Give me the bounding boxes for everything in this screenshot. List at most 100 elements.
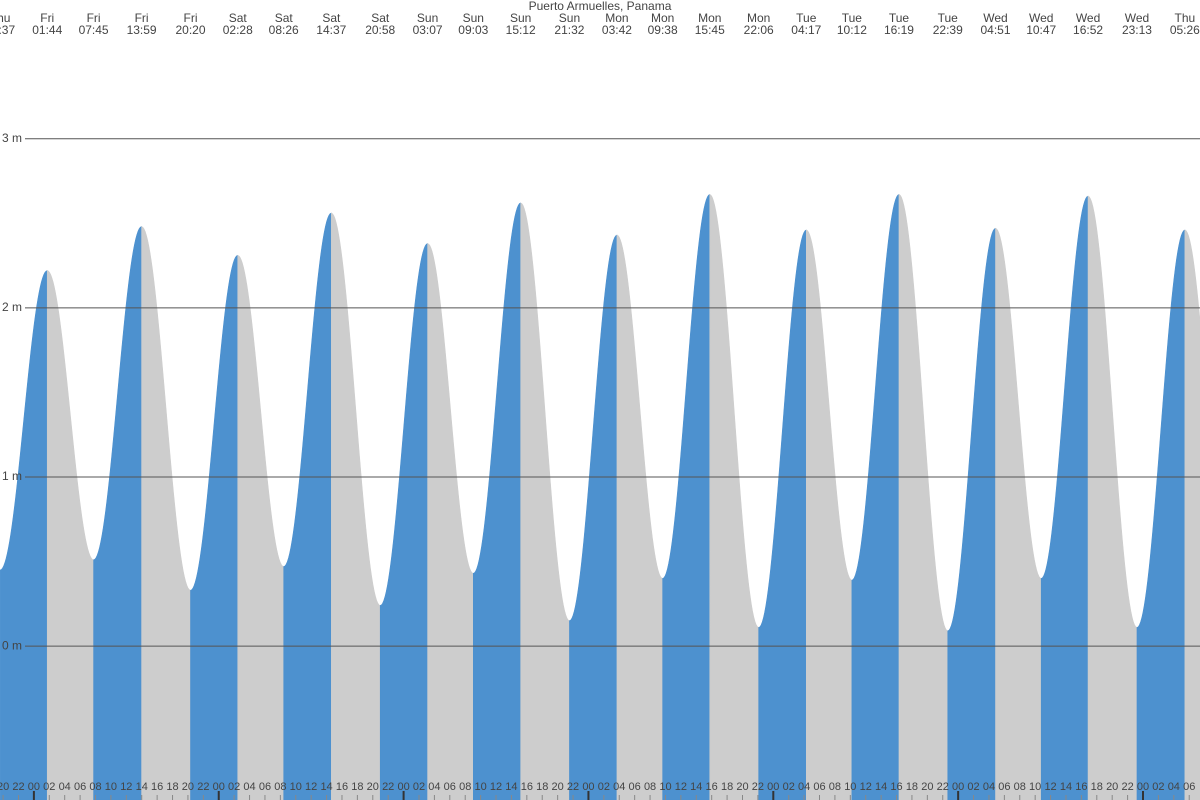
x-tick-label: 22 xyxy=(197,781,209,793)
tide-segment xyxy=(709,193,759,800)
x-tick-label: 10 xyxy=(1029,781,1041,793)
x-tick-label: 14 xyxy=(136,781,148,793)
extreme-day: Sat xyxy=(275,11,294,25)
tide-segment xyxy=(237,254,284,800)
x-tick-label: 08 xyxy=(644,781,656,793)
extreme-day: Wed xyxy=(983,11,1007,25)
extreme-day: Tue xyxy=(938,11,959,25)
extreme-day: Thu xyxy=(1175,11,1196,25)
tide-segment xyxy=(473,202,521,800)
extreme-day: Mon xyxy=(747,11,770,25)
x-tick-label: 10 xyxy=(290,781,302,793)
x-tick-label: 06 xyxy=(998,781,1010,793)
extreme-day: Mon xyxy=(698,11,721,25)
extreme-day: Fri xyxy=(184,11,198,25)
x-tick-label: 12 xyxy=(1044,781,1056,793)
extreme-day: Thu xyxy=(0,11,10,25)
extreme-time: 05:26 xyxy=(1170,23,1200,37)
extreme-day: Sat xyxy=(322,11,341,25)
x-tick-label: 18 xyxy=(536,781,548,793)
x-tick-label: 08 xyxy=(1014,781,1026,793)
tide-segment xyxy=(898,193,949,800)
x-tick-label: 10 xyxy=(844,781,856,793)
x-tick-label: 22 xyxy=(1121,781,1133,793)
extreme-day: Sat xyxy=(371,11,390,25)
extreme-day: Sun xyxy=(510,11,531,25)
x-tick-label: 16 xyxy=(890,781,902,793)
tide-segment xyxy=(662,194,711,800)
x-tick-label: 20 xyxy=(1106,781,1118,793)
extreme-day: Sun xyxy=(559,11,580,25)
tide-segment xyxy=(1136,229,1186,800)
x-tick-label: 22 xyxy=(937,781,949,793)
y-tick-label: 3 m xyxy=(2,131,22,145)
x-tick-label: 14 xyxy=(320,781,332,793)
tide-segment xyxy=(93,226,142,800)
extreme-time: 16:19 xyxy=(884,23,914,37)
extreme-time: 22:39 xyxy=(933,23,963,37)
extreme-day: Tue xyxy=(796,11,817,25)
x-tick-label: 16 xyxy=(521,781,533,793)
extreme-day: Mon xyxy=(605,11,628,25)
x-tick-label: 22 xyxy=(12,781,24,793)
extreme-time: 20:58 xyxy=(365,23,395,37)
tide-segment xyxy=(805,229,853,800)
x-tick-label: 02 xyxy=(43,781,55,793)
x-tick-label: 20 xyxy=(0,781,9,793)
extreme-time: 14:37 xyxy=(316,23,346,37)
extreme-day: Fri xyxy=(40,11,54,25)
tide-segment xyxy=(190,254,239,800)
x-tick-label: 12 xyxy=(490,781,502,793)
x-tick-label: 12 xyxy=(675,781,687,793)
x-tick-label: 10 xyxy=(105,781,117,793)
x-tick-label: 02 xyxy=(1152,781,1164,793)
x-tick-label: 06 xyxy=(629,781,641,793)
x-tick-label: 18 xyxy=(1091,781,1103,793)
x-tick-label: 20 xyxy=(182,781,194,793)
tide-segment xyxy=(0,270,48,800)
x-tick-label: 12 xyxy=(860,781,872,793)
extreme-time: 07:45 xyxy=(79,23,109,37)
x-tick-label: 08 xyxy=(459,781,471,793)
extreme-time: 15:45 xyxy=(695,23,725,37)
overlay: Thu19:37Fri01:44Fri07:45Fri13:59Fri20:20… xyxy=(0,11,1200,800)
x-tick-label: 00 xyxy=(28,781,40,793)
x-tick-label: 04 xyxy=(428,781,440,793)
x-tick-label: 00 xyxy=(1137,781,1149,793)
extreme-time: 09:38 xyxy=(648,23,678,37)
tide-segment xyxy=(379,243,428,800)
extreme-time: 21:32 xyxy=(554,23,584,37)
x-tick-label: 00 xyxy=(213,781,225,793)
x-tick-label: 18 xyxy=(166,781,178,793)
x-tick-label: 00 xyxy=(397,781,409,793)
extreme-time: 13:59 xyxy=(127,23,157,37)
x-tick-label: 14 xyxy=(875,781,887,793)
tide-segment xyxy=(1184,229,1200,800)
x-tick-label: 00 xyxy=(582,781,594,793)
extreme-day: Tue xyxy=(842,11,863,25)
x-tick-label: 08 xyxy=(274,781,286,793)
tide-segment xyxy=(758,229,807,800)
x-tick-label: 16 xyxy=(706,781,718,793)
x-tick-label: 00 xyxy=(767,781,779,793)
x-tick-label: 06 xyxy=(259,781,271,793)
extreme-time: 01:44 xyxy=(32,23,62,37)
x-tick-label: 08 xyxy=(829,781,841,793)
x-tick-label: 02 xyxy=(967,781,979,793)
x-tick-label: 14 xyxy=(505,781,517,793)
extreme-day: Tue xyxy=(889,11,910,25)
x-tick-label: 02 xyxy=(228,781,240,793)
tide-segment xyxy=(851,194,900,800)
extreme-time: 09:03 xyxy=(458,23,488,37)
x-tick-label: 22 xyxy=(382,781,394,793)
x-tick-label: 02 xyxy=(598,781,610,793)
tide-segment xyxy=(520,202,570,800)
x-tick-label: 16 xyxy=(1075,781,1087,793)
x-tick-label: 16 xyxy=(151,781,163,793)
x-tick-label: 10 xyxy=(474,781,486,793)
y-tick-label: 2 m xyxy=(2,300,22,314)
extreme-day: Wed xyxy=(1029,11,1053,25)
x-tick-label: 02 xyxy=(413,781,425,793)
